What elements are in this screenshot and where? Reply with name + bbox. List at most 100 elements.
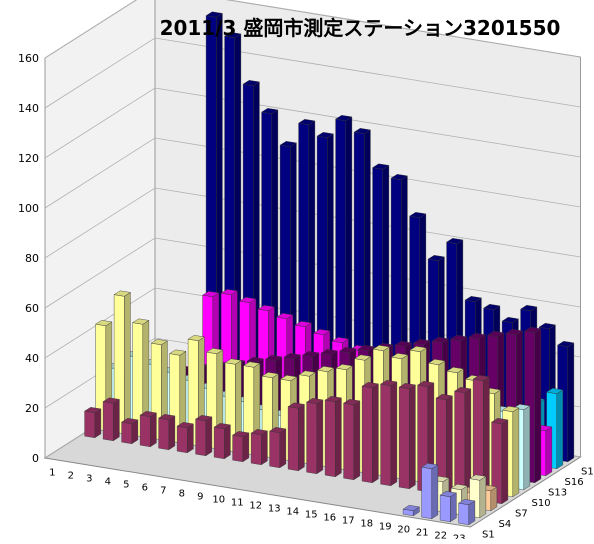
- bar: [269, 427, 287, 469]
- bar-top: [372, 345, 390, 352]
- bar-top: [372, 163, 390, 170]
- depth-tick-label: S4: [499, 519, 512, 530]
- bar-front: [398, 386, 410, 490]
- bar-front: [324, 399, 336, 478]
- bar-top: [95, 320, 113, 327]
- bar-side: [431, 464, 439, 520]
- bar-top: [132, 318, 150, 325]
- bar-top: [84, 407, 102, 414]
- depth-tick-label: S16: [565, 477, 584, 488]
- bar-top: [394, 341, 412, 348]
- bar-top: [243, 361, 261, 368]
- bar-top: [501, 316, 519, 324]
- x-tick-label: 19: [379, 522, 392, 533]
- bar-side: [279, 428, 287, 469]
- bar: [361, 382, 379, 484]
- bar-top: [483, 303, 501, 311]
- bar: [158, 414, 176, 451]
- bar-top: [302, 351, 320, 358]
- x-tick-label: 9: [197, 492, 203, 503]
- bar-top: [524, 326, 542, 334]
- bar: [250, 429, 268, 466]
- y-tick-label: 20: [25, 402, 39, 415]
- bar-top: [246, 357, 264, 364]
- bar-side: [450, 492, 457, 523]
- bar-top: [298, 119, 316, 126]
- bar: [398, 383, 416, 490]
- bar-side: [390, 381, 398, 487]
- depth-tick-label: S7: [515, 509, 528, 520]
- bar-top: [195, 415, 213, 422]
- bar: [121, 418, 139, 445]
- bar-top: [427, 255, 445, 262]
- bar-top: [316, 132, 334, 139]
- bar-side: [316, 399, 324, 475]
- gridline: [44, 187, 581, 259]
- bar-top: [357, 345, 375, 352]
- x-tick-label: 18: [360, 519, 373, 530]
- bar: [84, 407, 102, 439]
- bar-top: [239, 297, 257, 304]
- bar-top: [276, 313, 294, 320]
- bar: [343, 399, 361, 481]
- bar: [380, 380, 398, 487]
- bar-top: [287, 402, 305, 409]
- x-tick-label: 12: [249, 501, 262, 512]
- bar: [458, 499, 476, 526]
- bar: [232, 431, 250, 463]
- bar-side: [479, 476, 487, 519]
- bar-front: [306, 401, 317, 475]
- bar: [472, 374, 490, 502]
- x-tick-label: 3: [86, 474, 92, 485]
- x-tick-label: 17: [342, 516, 355, 527]
- y-tick-label: 80: [25, 252, 39, 265]
- x-tick-label: 1: [49, 468, 55, 479]
- bar-front: [380, 383, 391, 487]
- bar-top: [269, 427, 287, 434]
- bar-side: [523, 405, 531, 491]
- bar-top: [450, 334, 468, 342]
- bar-side: [490, 486, 498, 512]
- bar-front: [176, 425, 188, 454]
- bar-side: [298, 404, 305, 472]
- bar-top: [280, 375, 298, 382]
- gridline: [44, 0, 581, 59]
- y-tick-label: 40: [25, 352, 39, 365]
- bar-side: [224, 424, 231, 460]
- bar-side: [501, 419, 509, 505]
- bar-top: [187, 335, 205, 342]
- gridline: [44, 87, 581, 159]
- bar-side: [567, 342, 575, 463]
- bar-front: [287, 406, 299, 472]
- bar-top: [435, 393, 453, 401]
- bar-front: [121, 421, 133, 445]
- bar-top: [502, 405, 520, 413]
- bar-top: [354, 354, 372, 361]
- bar-side: [242, 432, 250, 463]
- y-tick-label: 100: [18, 202, 39, 215]
- bar-top: [335, 115, 353, 122]
- bar-top: [446, 238, 464, 245]
- bar-top: [458, 499, 476, 506]
- bar-top: [413, 339, 431, 346]
- bar-top: [324, 396, 342, 403]
- bar-top: [139, 411, 157, 418]
- bar-side: [534, 328, 542, 484]
- bar-top: [257, 305, 275, 312]
- bar-top: [224, 32, 242, 39]
- bar-top: [202, 291, 220, 298]
- depth-tick-label: S10: [532, 498, 551, 509]
- bar-top: [487, 330, 505, 338]
- bar-front: [158, 417, 170, 451]
- bar-top: [261, 372, 279, 379]
- bar-top: [331, 337, 349, 344]
- x-tick-label: 2: [68, 471, 74, 482]
- bar-side: [124, 292, 131, 435]
- bar-top: [431, 337, 449, 344]
- bar-top: [279, 141, 297, 148]
- x-tick-label: 20: [397, 525, 410, 536]
- bar-top: [224, 358, 242, 365]
